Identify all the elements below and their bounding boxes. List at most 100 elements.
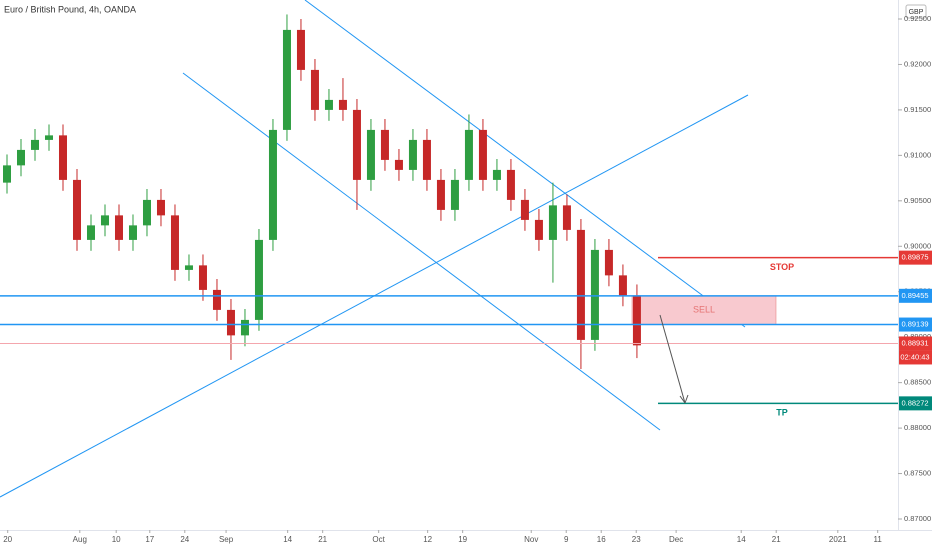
candle-body	[618, 275, 627, 296]
level-name: STOP	[770, 262, 794, 272]
channel-lower	[182, 72, 661, 431]
candle-body	[492, 169, 501, 180]
countdown-tag	[899, 350, 932, 365]
y-tick-label: 0.90000	[904, 241, 931, 250]
candle-body	[282, 29, 291, 130]
candle-body	[520, 199, 529, 220]
sell-label: SELL	[693, 305, 715, 315]
candle-body	[548, 205, 557, 240]
price-tag-label: 0.89139	[901, 320, 928, 329]
price-tag	[899, 250, 932, 265]
arrow-head	[679, 394, 689, 404]
price-tag-label: 0.89875	[901, 253, 928, 262]
x-tick-label: Sep	[219, 535, 234, 544]
candle-body	[254, 239, 263, 320]
x-tick-label: Nov	[524, 535, 538, 544]
price-tag-label: 0.89455	[901, 291, 928, 300]
candle-body	[590, 249, 599, 340]
x-tick-label: 10	[112, 535, 121, 544]
candle-body	[184, 265, 193, 270]
x-tick-label: 2021	[829, 535, 847, 544]
candle-body	[240, 319, 249, 336]
candle-body	[534, 219, 543, 240]
price-tag-label: 0.88931	[901, 338, 928, 347]
candle-body	[408, 139, 417, 170]
level-name: TP	[776, 408, 788, 418]
candle-body	[632, 295, 641, 346]
candle-body	[16, 149, 25, 166]
candle-body	[380, 129, 389, 160]
currency-label: GBP	[909, 9, 924, 16]
price-tag	[899, 396, 932, 411]
candle-body	[562, 205, 571, 230]
countdown-label: 02:40:43	[900, 352, 929, 361]
x-tick-label: 20	[3, 535, 12, 544]
candle-body	[72, 179, 81, 240]
x-tick-label: 23	[632, 535, 641, 544]
x-tick-label: Dec	[669, 535, 683, 544]
candle-body	[436, 179, 445, 210]
candle-body	[478, 129, 487, 180]
channel-upper	[304, 0, 746, 328]
candle-body	[156, 199, 165, 216]
x-tick-label: Aug	[73, 535, 87, 544]
x-tick-label: Oct	[372, 535, 385, 544]
candle-body	[268, 129, 277, 240]
y-tick-label: 0.87500	[904, 469, 931, 478]
candle-body	[604, 249, 613, 276]
candle-body	[226, 309, 235, 336]
y-tick-label: 0.90500	[904, 196, 931, 205]
candle-body	[310, 69, 319, 110]
y-tick-label: 0.91500	[904, 105, 931, 114]
candle-body	[2, 165, 11, 183]
x-tick-label: 11	[874, 535, 883, 544]
candle-body	[450, 179, 459, 210]
candle-body	[58, 135, 67, 180]
target-arrow	[659, 314, 686, 404]
x-tick-label: 9	[564, 535, 569, 544]
candle-body	[464, 129, 473, 180]
currency-box	[905, 4, 927, 19]
x-tick-label: 17	[145, 535, 154, 544]
chart-title: Euro / British Pound, 4h, OANDA	[4, 4, 136, 14]
x-tick-label: 14	[737, 535, 746, 544]
x-tick-label: 24	[180, 535, 189, 544]
candle-body	[44, 135, 53, 140]
candle-body	[30, 139, 39, 150]
candle-body	[506, 169, 515, 200]
y-tick-label: 0.88500	[904, 378, 931, 387]
candle-body	[86, 225, 95, 240]
x-tick-label: 12	[423, 535, 432, 544]
y-tick-label: 0.91000	[904, 150, 931, 159]
candle-body	[338, 99, 347, 110]
y-tick-label: 0.88000	[904, 423, 931, 432]
y-tick-label: 0.87000	[904, 514, 931, 523]
candle-body	[352, 109, 361, 180]
price-tag	[899, 336, 932, 351]
y-tick-label: 0.92000	[904, 59, 931, 68]
x-tick-label: 14	[283, 535, 292, 544]
x-tick-label: 16	[597, 535, 606, 544]
x-tick-label: 19	[458, 535, 467, 544]
candle-body	[128, 225, 137, 240]
candle-body	[576, 229, 585, 340]
candle-body	[114, 215, 123, 240]
price-tag-label: 0.88272	[901, 398, 928, 407]
candle-body	[212, 289, 221, 310]
candle-body	[170, 215, 179, 270]
candle-body	[142, 199, 151, 226]
price-tag	[899, 288, 932, 303]
x-tick-label: 21	[318, 535, 327, 544]
candle-body	[422, 139, 431, 180]
candle-body	[296, 29, 305, 70]
candle-body	[100, 215, 109, 226]
price-tag	[899, 317, 932, 332]
candle-body	[324, 99, 333, 110]
candle-body	[366, 129, 375, 180]
candle-body	[198, 265, 207, 290]
x-tick-label: 21	[772, 535, 781, 544]
candle-body	[394, 159, 403, 170]
y-tick-label: 0.92500	[904, 14, 931, 23]
